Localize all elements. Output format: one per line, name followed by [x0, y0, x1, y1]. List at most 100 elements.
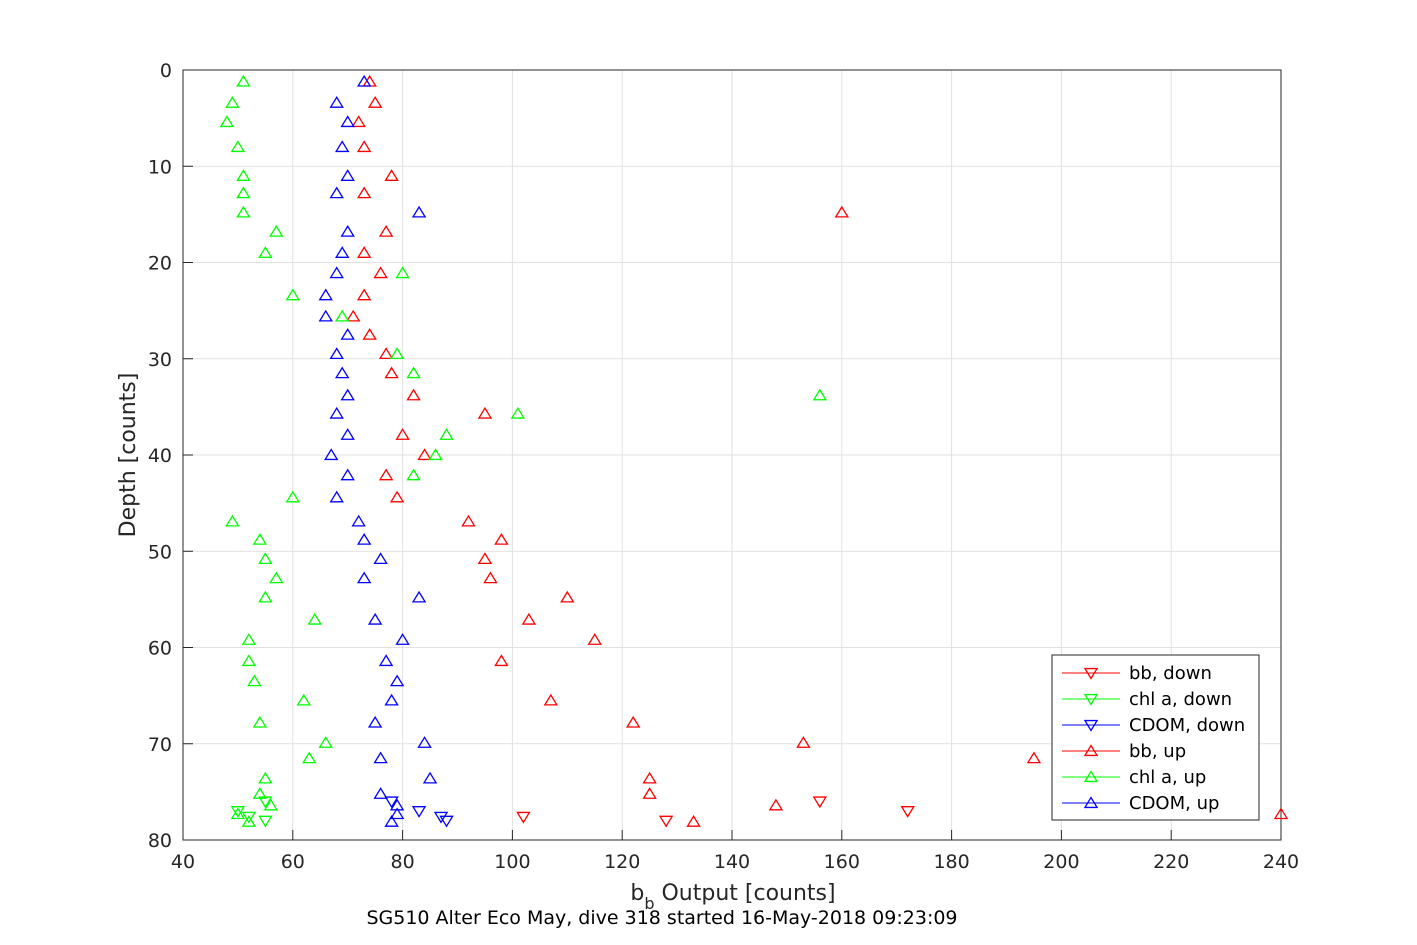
data-point [439, 815, 454, 828]
data-point [236, 205, 251, 218]
data-point [796, 736, 811, 748]
data-point [335, 246, 350, 258]
data-point [356, 140, 372, 153]
data-point [378, 468, 394, 481]
data-point [439, 428, 454, 440]
x-tick-label: 120 [604, 851, 640, 873]
legend-item: CDOM, down [1062, 715, 1245, 736]
data-point [356, 571, 372, 584]
data-point [285, 288, 301, 301]
data-point [384, 815, 399, 827]
legend: bb, down chl a, down CDOM, down bb, up chl a… [1051, 654, 1260, 821]
dive-caption: SG510 Alter Eco May, dive 318 started 16… [366, 907, 957, 929]
data-point [236, 169, 251, 181]
data-point [477, 552, 493, 565]
data-point [324, 448, 339, 461]
data-point [302, 751, 317, 764]
x-tick-label: 160 [824, 851, 860, 873]
x-tick-label: 200 [1043, 851, 1079, 873]
data-point [406, 388, 421, 401]
data-point [406, 366, 421, 379]
y-tick-label: 20 [148, 253, 172, 275]
data-point [340, 169, 355, 181]
y-tick-label: 80 [148, 830, 172, 852]
data-point [356, 186, 372, 199]
data-point [389, 674, 405, 687]
legend-marker [1083, 719, 1099, 732]
data-point [258, 815, 273, 828]
y-tick-label: 60 [148, 638, 172, 660]
data-markers [219, 74, 1289, 828]
data-point [345, 309, 361, 322]
data-point [329, 406, 344, 419]
series-0 [516, 796, 915, 828]
data-point [510, 406, 526, 419]
data-point [356, 288, 372, 301]
legend-label: CDOM, up [1129, 793, 1219, 814]
data-point [642, 787, 657, 799]
data-point [351, 115, 366, 128]
y-tick-label: 40 [148, 445, 172, 467]
data-point [351, 514, 366, 527]
data-point [247, 674, 262, 687]
data-point [340, 388, 355, 401]
data-point [318, 736, 333, 748]
data-point [356, 533, 372, 545]
data-point [269, 225, 284, 237]
data-point [395, 266, 410, 279]
data-point [269, 571, 284, 584]
x-tick-label: 140 [714, 851, 750, 873]
data-point [384, 169, 399, 181]
x-tick-label: 180 [933, 851, 969, 873]
data-point [219, 115, 235, 128]
data-point [367, 612, 383, 625]
axis-ticks: 40 60 80 100 120 140 160 180 200 220 240 0 10 20 30 40 5… [148, 60, 1299, 873]
data-point [812, 796, 828, 809]
data-point [686, 815, 701, 827]
data-point [318, 288, 333, 301]
data-point [411, 590, 427, 603]
data-point [367, 96, 383, 108]
data-point [483, 571, 498, 584]
data-point [335, 309, 350, 322]
y-tick-label: 0 [160, 60, 172, 82]
data-point [241, 633, 257, 645]
data-point [367, 715, 383, 728]
data-point [356, 74, 372, 87]
data-point [406, 468, 421, 481]
data-point [373, 787, 388, 799]
data-point [335, 366, 350, 379]
data-point [258, 590, 273, 603]
data-point [241, 654, 257, 667]
data-point [1026, 751, 1042, 764]
data-point [236, 74, 251, 87]
y-tick-label: 10 [148, 156, 172, 178]
data-point [335, 140, 350, 153]
data-point [378, 225, 394, 237]
data-point [642, 771, 657, 784]
series-1 [230, 796, 273, 828]
data-point [230, 806, 246, 818]
x-axis-label-rest: Output [counts] [655, 881, 836, 906]
data-point [395, 633, 410, 645]
data-point [340, 225, 355, 237]
data-point [411, 806, 427, 818]
legend-marker [1083, 667, 1099, 680]
x-axis-label-subscript: b [644, 894, 654, 913]
data-point [378, 654, 394, 667]
data-point [461, 514, 476, 527]
data-point [356, 246, 372, 258]
data-point [373, 266, 388, 279]
data-point [384, 693, 399, 706]
y-tick-label: 70 [148, 734, 172, 756]
data-point [230, 140, 246, 153]
data-point [494, 654, 509, 667]
legend-marker [1083, 796, 1099, 809]
data-point [252, 715, 268, 728]
data-point [389, 807, 405, 820]
data-point [389, 490, 405, 503]
data-point [225, 96, 240, 108]
legend-box [1051, 654, 1260, 821]
data-point [428, 448, 443, 461]
